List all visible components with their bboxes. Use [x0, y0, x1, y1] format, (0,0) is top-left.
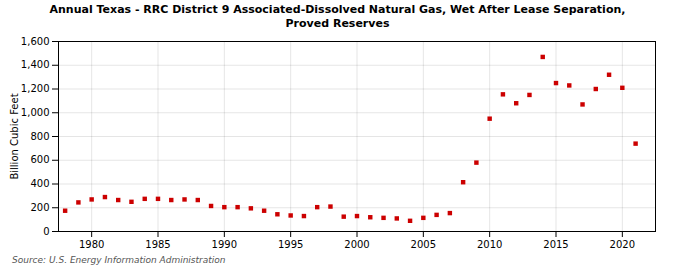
- svg-text:1980: 1980: [79, 238, 104, 249]
- svg-text:1995: 1995: [278, 238, 303, 249]
- svg-text:1,400: 1,400: [21, 59, 50, 70]
- svg-text:1,600: 1,600: [21, 35, 50, 46]
- svg-text:800: 800: [30, 130, 49, 141]
- svg-text:1990: 1990: [212, 238, 237, 249]
- svg-text:2000: 2000: [344, 238, 369, 249]
- svg-text:1985: 1985: [145, 238, 170, 249]
- svg-text:2015: 2015: [543, 238, 568, 249]
- svg-text:2005: 2005: [411, 238, 436, 249]
- html-text:Annual Texas - RRC District 9: Annual Texas - RRC District 9 Associated…: [49, 3, 626, 30]
- svg-text:0: 0: [43, 225, 49, 236]
- html-text:Source: U.S. Energy Informatio: Source: U.S. Energy Information Administ…: [12, 254, 226, 265]
- svg-text:400: 400: [30, 178, 49, 189]
- svg-text:Billion Cubic Feet: Billion Cubic Feet: [9, 93, 20, 179]
- svg-text:2010: 2010: [477, 238, 502, 249]
- svg-text:2020: 2020: [610, 238, 635, 249]
- svg-text:600: 600: [30, 154, 49, 165]
- svg-text:200: 200: [30, 201, 49, 212]
- svg-text:1,200: 1,200: [21, 83, 50, 94]
- svg-text:1,000: 1,000: [21, 106, 50, 117]
